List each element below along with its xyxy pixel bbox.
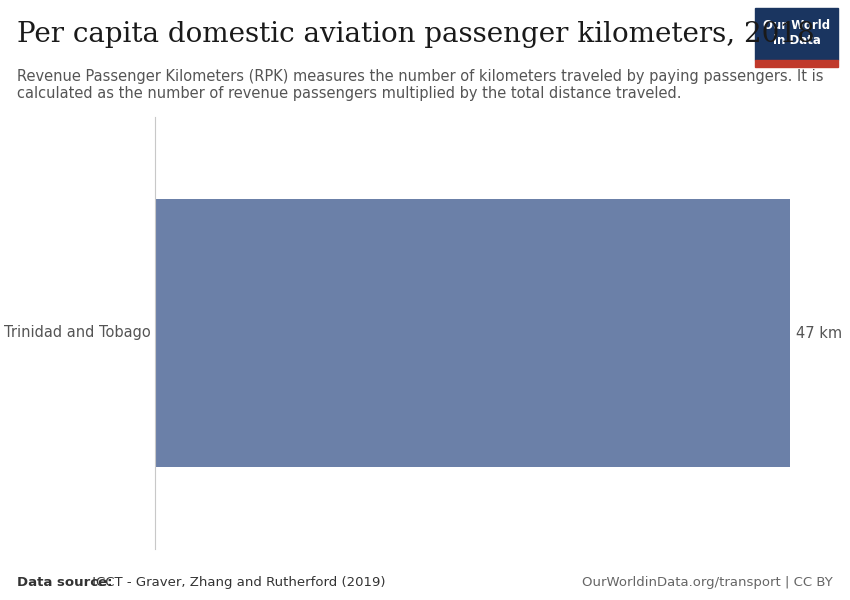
Text: Per capita domestic aviation passenger kilometers, 2018: Per capita domestic aviation passenger k… (17, 21, 815, 48)
Bar (755, 8, 838, 60)
Bar (155, 199, 790, 467)
Text: 47 km: 47 km (796, 325, 842, 340)
Bar (755, 60, 838, 67)
Text: Revenue Passenger Kilometers (RPK) measures the number of kilometers traveled by: Revenue Passenger Kilometers (RPK) measu… (17, 69, 824, 101)
Text: Trinidad and Tobago: Trinidad and Tobago (3, 325, 150, 340)
Text: OurWorldinData.org/transport | CC BY: OurWorldinData.org/transport | CC BY (582, 576, 833, 589)
Text: Data source:: Data source: (17, 576, 112, 589)
Text: ICCT - Graver, Zhang and Rutherford (2019): ICCT - Graver, Zhang and Rutherford (201… (88, 576, 385, 589)
Text: Our World
in Data: Our World in Data (763, 19, 830, 47)
